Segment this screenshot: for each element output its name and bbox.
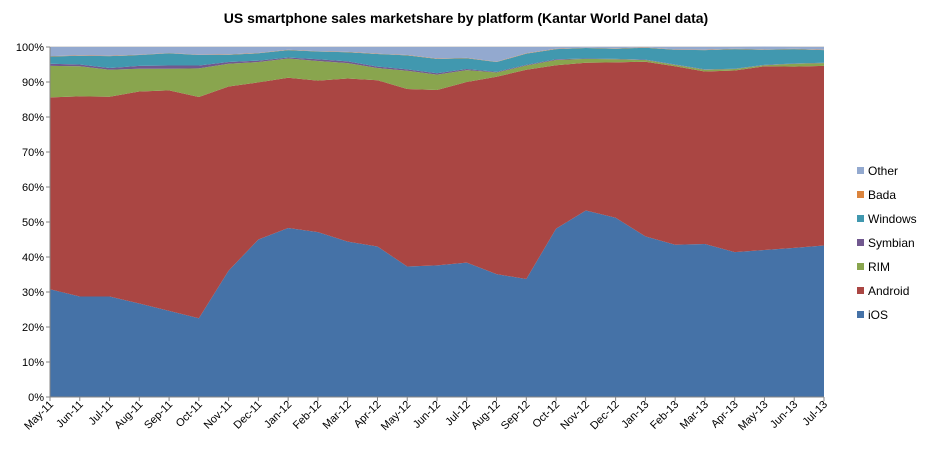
x-tick-label: Mar-12 xyxy=(321,399,354,432)
legend-swatch-rim xyxy=(857,263,864,270)
legend-label-rim: RIM xyxy=(868,260,890,274)
y-tick-label: 40% xyxy=(22,252,44,264)
area-windows xyxy=(50,47,824,74)
legend-swatch-bada xyxy=(857,191,864,198)
area-bada xyxy=(50,47,824,63)
x-tick-label: Oct-12 xyxy=(530,399,562,431)
y-tick-label: 30% xyxy=(22,287,44,299)
x-tick-label: Jun-12 xyxy=(411,399,443,431)
x-tick-label: Jan-12 xyxy=(262,399,294,431)
legend-swatch-android xyxy=(857,287,864,294)
x-tick-label: Jun-13 xyxy=(768,399,800,431)
legend-swatch-symbian xyxy=(857,239,864,246)
area-symbian xyxy=(50,57,824,75)
y-tick-label: 0% xyxy=(28,392,44,404)
x-tick-label: Dec-11 xyxy=(232,399,265,432)
x-tick-label: Dec-12 xyxy=(588,399,622,433)
legend-swatch-windows xyxy=(857,215,864,222)
legend-label-ios: iOS xyxy=(868,308,888,322)
y-tick-label: 50% xyxy=(22,217,44,229)
y-tick-label: 60% xyxy=(22,182,44,194)
y-tick-label: 10% xyxy=(22,357,44,369)
x-tick-label: Jun-11 xyxy=(54,399,86,431)
x-tick-label: Jul-13 xyxy=(800,399,830,429)
legend-label-other: Other xyxy=(868,164,898,178)
area-rim xyxy=(50,58,824,98)
x-tick-label: Feb-13 xyxy=(648,399,681,432)
legend-label-android: Android xyxy=(868,284,909,298)
area-ios xyxy=(50,210,824,397)
y-tick-label: 70% xyxy=(22,147,44,159)
legend-label-windows: Windows xyxy=(868,212,917,226)
x-tick-label: Feb-12 xyxy=(291,399,324,432)
y-tick-label: 90% xyxy=(22,77,44,89)
x-tick-label: Jan-13 xyxy=(619,399,651,431)
x-tick-label: May-12 xyxy=(379,399,413,433)
x-tick-label: Sep-11 xyxy=(142,399,175,432)
area-other xyxy=(50,46,824,62)
y-tick-label: 20% xyxy=(22,322,44,334)
x-tick-label: Nov-12 xyxy=(558,399,592,433)
area-android xyxy=(50,61,824,319)
x-tick-label: Aug-11 xyxy=(112,399,145,432)
legend-label-symbian: Symbian xyxy=(868,236,915,250)
chart-title: US smartphone sales marketshare by platf… xyxy=(223,10,709,26)
legend-label-bada: Bada xyxy=(868,188,896,202)
x-tick-label: Nov-11 xyxy=(202,399,235,432)
x-tick-label: Mar-13 xyxy=(678,399,711,432)
x-tick-label: May-13 xyxy=(736,399,770,433)
legend-swatch-other xyxy=(857,167,864,174)
y-tick-label: 80% xyxy=(22,112,44,124)
x-tick-label: Sep-12 xyxy=(499,399,533,433)
y-tick-label: 100% xyxy=(16,42,44,54)
x-tick-label: Aug-12 xyxy=(469,399,503,433)
legend-swatch-ios xyxy=(857,311,864,318)
x-tick-label: Oct-11 xyxy=(174,399,205,430)
